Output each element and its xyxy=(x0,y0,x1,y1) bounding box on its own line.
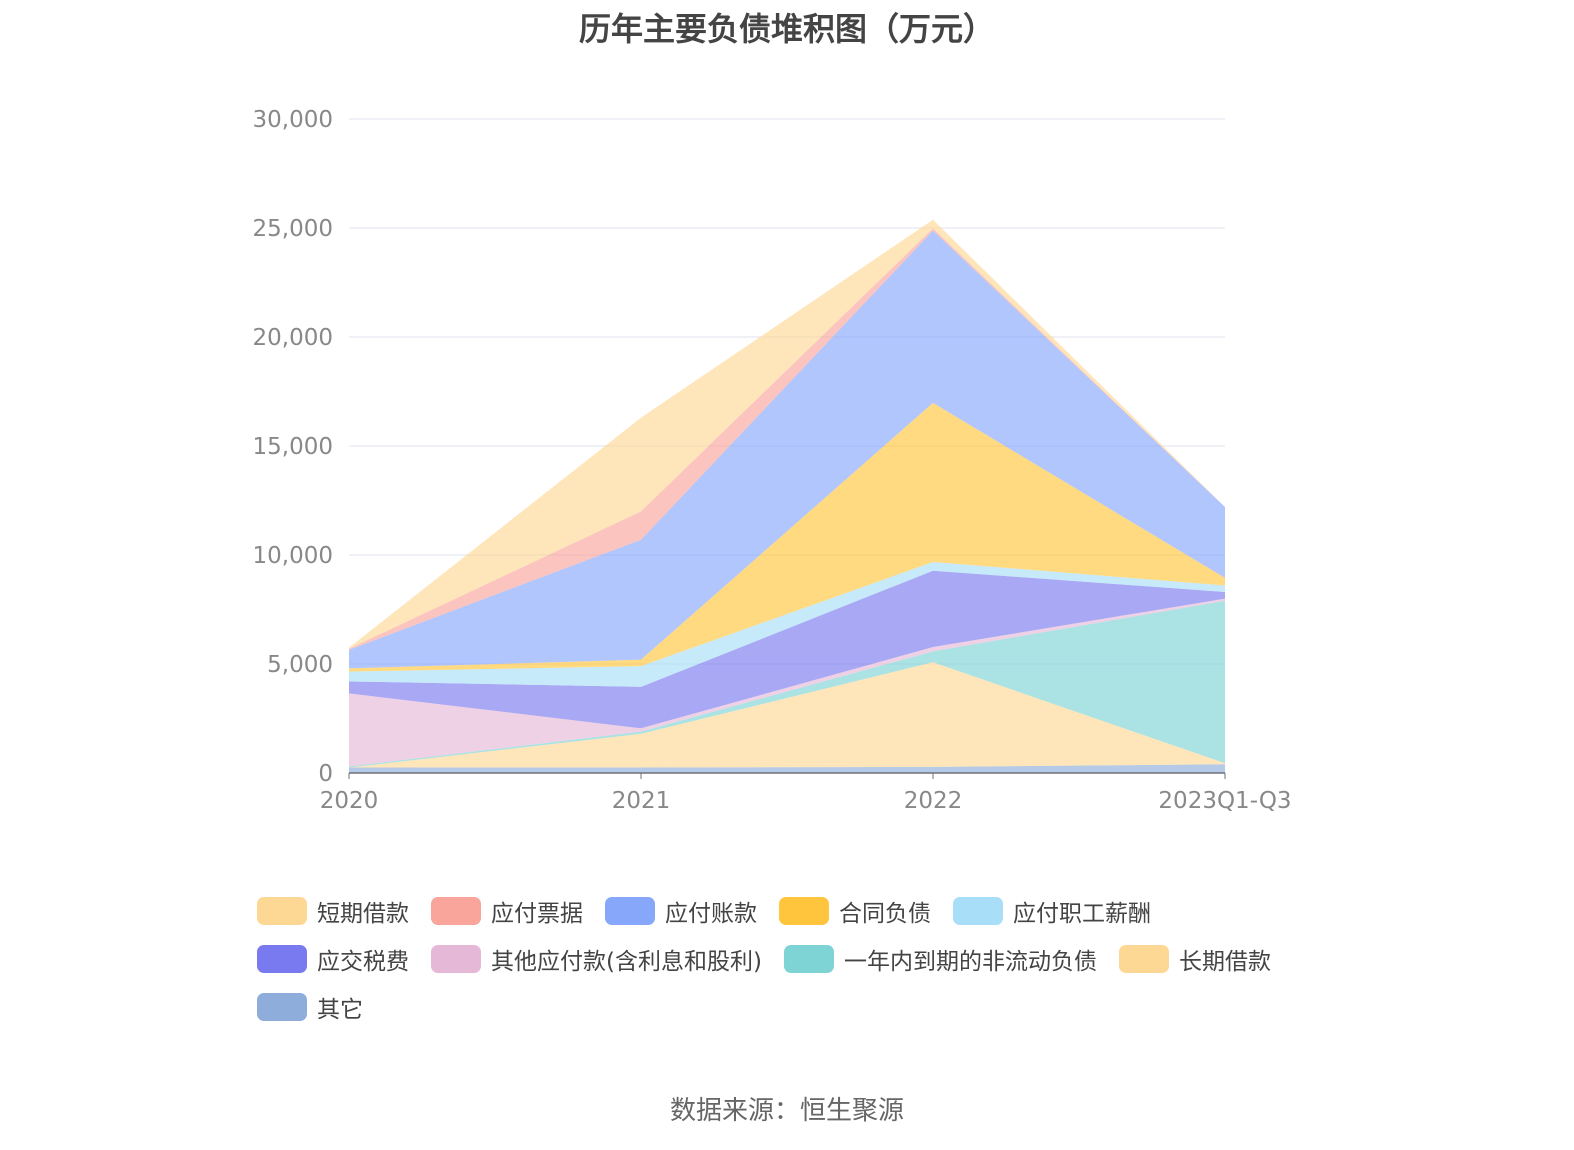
x-tick-label: 2023Q1-Q3 xyxy=(1158,788,1291,814)
area-应付票据 xyxy=(349,228,1225,650)
y-tick-label: 10,000 xyxy=(253,543,333,569)
legend-swatch xyxy=(783,945,834,973)
data-source: 数据来源：恒生聚源 xyxy=(669,1096,904,1126)
y-tick-label: 15,000 xyxy=(253,434,333,460)
legend-item[interactable]: 应付职工薪酬 xyxy=(953,895,1151,927)
legend-label: 其它 xyxy=(317,997,363,1023)
area-合同负债 xyxy=(349,402,1225,672)
legend-label: 短期借款 xyxy=(317,901,409,927)
legend: 短期借款 应付票据 应付账款 合同负债 应付职工薪酬应交税费 其他应付款(含利息和股利) 一… xyxy=(257,895,1337,1023)
legend-swatch xyxy=(257,897,307,925)
legend-item[interactable]: 短期借款 xyxy=(257,895,409,927)
legend-swatch xyxy=(431,897,481,925)
legend-swatch xyxy=(257,993,307,1021)
legend-swatch xyxy=(779,897,829,925)
legend-item[interactable]: 其他应付款(含利息和股利) xyxy=(431,943,762,975)
area-短期借款 xyxy=(349,219,1225,649)
legend-swatch xyxy=(953,897,1003,925)
legend-swatch xyxy=(431,945,481,973)
area-应付账款 xyxy=(349,230,1225,669)
legend-label: 应交税费 xyxy=(317,949,409,975)
legend-label: 合同负债 xyxy=(839,901,931,927)
area-其他应付款(含利息和股利) xyxy=(349,598,1225,767)
area-其它 xyxy=(349,764,1225,773)
x-tick-label: 2022 xyxy=(904,788,963,814)
y-tick-label: 0 xyxy=(318,761,333,787)
area-应付职工薪酬 xyxy=(349,561,1225,687)
legend-item[interactable]: 应付账款 xyxy=(605,895,757,927)
y-tick-label: 25,000 xyxy=(253,216,333,242)
legend-label: 应付票据 xyxy=(491,901,583,927)
y-tick-label: 30,000 xyxy=(253,107,333,133)
area-chart: 0 5,000 10,000 15,000 20,000 25,000 30,000 2020… xyxy=(253,107,1292,814)
chart-title: 历年主要负债堆积图（万元） xyxy=(578,10,995,48)
legend-label: 应付职工薪酬 xyxy=(1013,901,1151,927)
legend-label: 一年内到期的非流动负债 xyxy=(843,949,1097,975)
legend-label: 应付账款 xyxy=(665,901,757,927)
legend-item[interactable]: 其它 xyxy=(257,991,363,1023)
area-长期借款 xyxy=(349,662,1225,768)
area-应交税费 xyxy=(349,570,1225,729)
legend-swatch xyxy=(605,897,655,925)
legend-label: 长期借款 xyxy=(1178,949,1271,975)
y-tick-label: 20,000 xyxy=(253,325,333,351)
legend-swatch xyxy=(1118,945,1169,973)
legend-item[interactable]: 长期借款 xyxy=(1118,943,1271,975)
legend-item[interactable]: 合同负债 xyxy=(779,895,931,927)
area-一年内到期的非流动负债 xyxy=(349,600,1225,768)
legend-item[interactable]: 一年内到期的非流动负债 xyxy=(783,943,1097,975)
y-tick-label: 5,000 xyxy=(267,652,333,678)
x-tick-label: 2020 xyxy=(320,788,379,814)
legend-label: 其他应付款(含利息和股利) xyxy=(491,949,762,975)
x-tick-label: 2021 xyxy=(612,788,671,814)
legend-item[interactable]: 应付票据 xyxy=(431,895,583,927)
legend-swatch xyxy=(257,945,307,973)
legend-item[interactable]: 应交税费 xyxy=(257,943,409,975)
